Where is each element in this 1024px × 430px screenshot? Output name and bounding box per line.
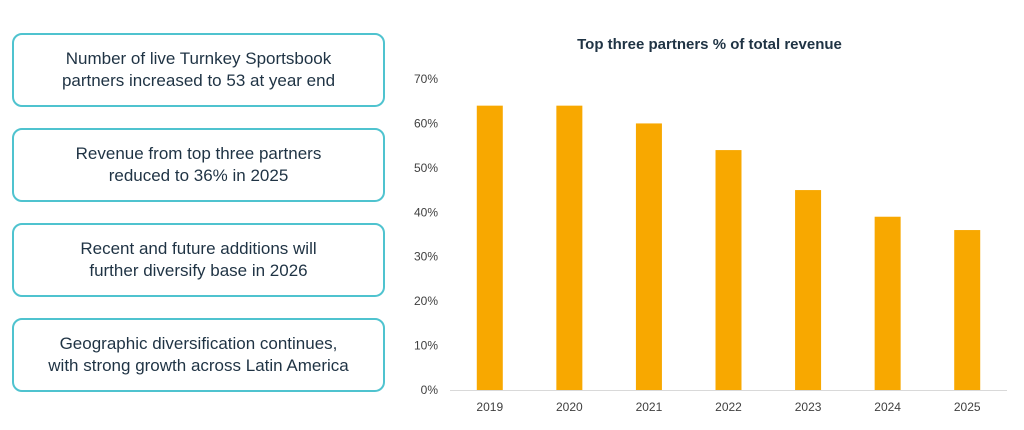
y-tick-label: 70%	[414, 72, 438, 86]
bar-chart: 0% 10% 20% 30% 40% 50% 60% 70% 2019 2020 2021 2022 2…	[414, 72, 1007, 414]
bar-2022	[715, 150, 742, 390]
bar-2024	[874, 216, 901, 390]
callout-partners-count: Number of live Turnkey Sportsbook partne…	[12, 33, 385, 107]
x-tick-label: 2023	[795, 400, 822, 414]
callout-geographic: Geographic diversification continues, wi…	[12, 318, 385, 392]
callout-revenue-share: Revenue from top three partners reduced …	[12, 128, 385, 202]
y-tick-label: 60%	[414, 116, 438, 130]
bar-2025	[954, 230, 981, 390]
x-tick-label: 2025	[954, 400, 981, 414]
y-tick-label: 50%	[414, 161, 438, 175]
bar-2020	[556, 105, 583, 391]
y-tick-label: 10%	[414, 339, 438, 353]
x-tick-label: 2022	[715, 400, 742, 414]
y-tick-label: 20%	[414, 294, 438, 308]
x-tick-label: 2019	[476, 400, 503, 414]
callout-text: Recent and future additions will further…	[80, 239, 317, 280]
bar-2021	[635, 123, 662, 390]
y-tick-label: 0%	[421, 383, 439, 397]
callout-text: Geographic diversification continues, wi…	[48, 334, 349, 375]
x-tick-label: 2020	[556, 400, 583, 414]
callout-diversify: Recent and future additions will further…	[12, 223, 385, 297]
y-tick-label: 40%	[414, 205, 438, 219]
callout-text: Revenue from top three partners reduced …	[75, 144, 322, 185]
chart-container: Top three partners % of total revenue 0%…	[395, 0, 1024, 430]
bar-2019	[476, 105, 503, 391]
callout-text: Number of live Turnkey Sportsbook partne…	[61, 49, 336, 90]
x-tick-label: 2021	[636, 400, 663, 414]
x-tick-label: 2024	[874, 400, 901, 414]
y-tick-label: 30%	[414, 250, 438, 264]
bar-2023	[795, 190, 822, 390]
chart-title: Top three partners % of total revenue	[577, 36, 842, 53]
